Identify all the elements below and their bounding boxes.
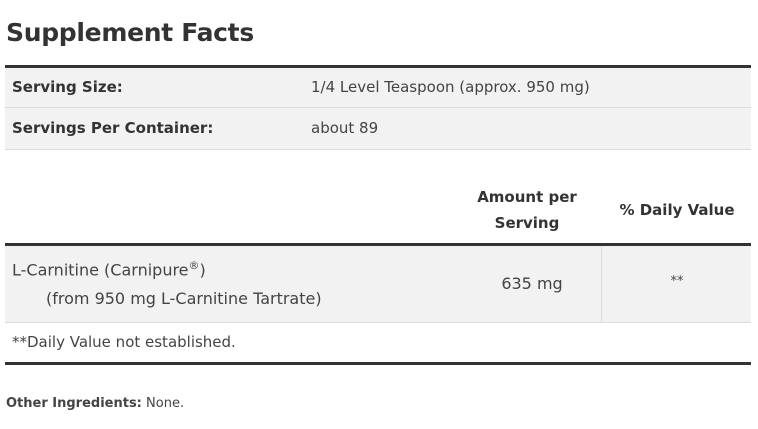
servings-per-container-label: Servings Per Container: — [12, 119, 214, 137]
page-title: Supplement Facts — [6, 18, 254, 47]
serving-size-row: Serving Size: 1/4 Level Teaspoon (approx… — [5, 68, 751, 108]
column-divider — [601, 246, 602, 322]
ingredient-daily-value: ** — [670, 274, 684, 289]
other-ingredients: Other Ingredients: None. — [6, 396, 185, 411]
serving-size-label: Serving Size: — [12, 78, 123, 96]
ingredient-row: L-Carnitine (Carnipure®) (from 950 mg L-… — [5, 246, 751, 323]
ingredient-source: (from 950 mg L-Carnitine Tartrate) — [46, 289, 322, 308]
divider — [5, 65, 751, 68]
divider — [5, 362, 751, 365]
servings-per-container-row: Servings Per Container: about 89 — [5, 108, 751, 150]
daily-value-header: % Daily Value — [619, 201, 735, 219]
serving-size-value: 1/4 Level Teaspoon (approx. 950 mg) — [311, 78, 590, 96]
footnote: **Daily Value not established. — [12, 333, 236, 351]
divider — [5, 243, 751, 246]
servings-per-container-value: about 89 — [311, 119, 379, 137]
ingredient-amount: 635 mg — [501, 274, 563, 293]
ingredient-name: L-Carnitine (Carnipure®) — [12, 259, 206, 280]
amount-per-serving-header: Amount per Serving — [477, 188, 577, 232]
